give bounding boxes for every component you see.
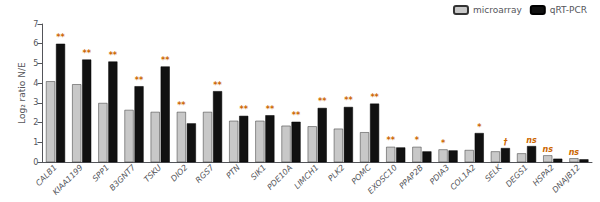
svg-text:microarray: microarray <box>473 5 522 15</box>
svg-text:†: † <box>503 138 508 147</box>
svg-text:EXOSC10: EXOSC10 <box>366 163 399 196</box>
svg-text:RGS7: RGS7 <box>194 163 216 185</box>
svg-text:**: ** <box>370 93 379 102</box>
svg-text:SPP1: SPP1 <box>91 163 111 183</box>
svg-text:SIK1: SIK1 <box>249 163 268 182</box>
svg-text:**: ** <box>344 96 353 105</box>
svg-text:HSPA2: HSPA2 <box>531 163 556 188</box>
svg-text:**: ** <box>177 101 186 110</box>
svg-text:**: ** <box>161 56 170 65</box>
svg-text:DNAJB12: DNAJB12 <box>551 163 583 195</box>
svg-text:3: 3 <box>33 98 38 107</box>
svg-text:PDIA3: PDIA3 <box>428 163 451 186</box>
svg-text:**: ** <box>387 136 396 145</box>
svg-text:B3GNT7: B3GNT7 <box>108 163 137 192</box>
svg-text:TSKU: TSKU <box>142 163 163 184</box>
svg-text:LIMCH1: LIMCH1 <box>293 163 321 191</box>
svg-text:KIAA1199: KIAA1199 <box>51 163 85 197</box>
svg-text:**: ** <box>56 33 65 42</box>
svg-text:PTN: PTN <box>224 163 241 180</box>
svg-text:**: ** <box>318 97 327 106</box>
svg-text:Log₂ ratio N/E: Log₂ ratio N/E <box>17 62 27 124</box>
svg-text:ns: ns <box>526 136 537 145</box>
svg-text:COL1A2: COL1A2 <box>448 163 477 192</box>
svg-text:**: ** <box>240 105 249 114</box>
svg-text:5: 5 <box>33 59 38 68</box>
svg-text:ns: ns <box>569 148 580 157</box>
svg-text:**: ** <box>135 76 144 85</box>
svg-text:**: ** <box>83 49 92 58</box>
svg-text:POMC: POMC <box>350 163 373 186</box>
svg-text:6: 6 <box>33 39 38 48</box>
svg-text:qRT-PCR: qRT-PCR <box>550 5 587 15</box>
svg-text:**: ** <box>266 105 275 114</box>
svg-text:SELK: SELK <box>483 163 504 184</box>
svg-text:1: 1 <box>33 138 38 147</box>
svg-text:DEGS1: DEGS1 <box>504 163 530 189</box>
svg-text:7: 7 <box>33 20 38 29</box>
svg-text:*: * <box>415 136 420 145</box>
svg-text:2: 2 <box>33 118 38 127</box>
svg-text:ns: ns <box>543 145 554 154</box>
svg-text:4: 4 <box>33 79 38 88</box>
svg-text:**: ** <box>292 111 301 120</box>
svg-text:0: 0 <box>33 158 38 167</box>
svg-text:PDE10A: PDE10A <box>266 163 295 192</box>
svg-text:PLK2: PLK2 <box>326 163 346 183</box>
svg-text:DIO2: DIO2 <box>169 163 189 183</box>
svg-text:**: ** <box>213 81 222 90</box>
svg-text:CALB1: CALB1 <box>34 163 59 188</box>
svg-text:**: ** <box>109 51 118 60</box>
svg-text:*: * <box>441 139 446 148</box>
svg-text:*: * <box>477 123 482 132</box>
svg-text:PPAP2B: PPAP2B <box>397 163 425 191</box>
